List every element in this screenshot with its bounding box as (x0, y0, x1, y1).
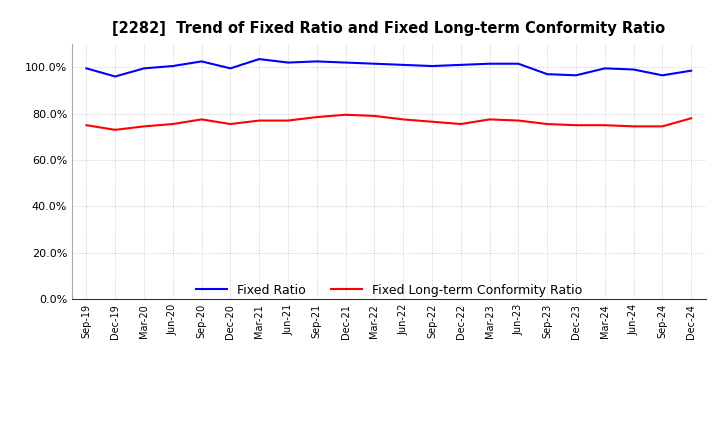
Fixed Long-term Conformity Ratio (399, 117, 408, 122)
Fixed Long-term Conformity Ratio (82, 123, 91, 128)
Fixed Long-term Conformity Ratio (284, 118, 292, 123)
Fixed Ratio (111, 74, 120, 79)
Fixed Ratio (456, 62, 465, 67)
Fixed Ratio (399, 62, 408, 67)
Fixed Long-term Conformity Ratio (197, 117, 206, 122)
Fixed Long-term Conformity Ratio (111, 127, 120, 132)
Fixed Long-term Conformity Ratio (168, 121, 177, 127)
Legend: Fixed Ratio, Fixed Long-term Conformity Ratio: Fixed Ratio, Fixed Long-term Conformity … (191, 279, 587, 302)
Fixed Ratio (284, 60, 292, 65)
Fixed Ratio (312, 59, 321, 64)
Fixed Long-term Conformity Ratio (514, 118, 523, 123)
Fixed Ratio (572, 73, 580, 78)
Fixed Ratio (543, 72, 552, 77)
Fixed Ratio (687, 68, 696, 73)
Fixed Ratio (82, 66, 91, 71)
Fixed Ratio (485, 61, 494, 66)
Fixed Long-term Conformity Ratio (572, 123, 580, 128)
Fixed Long-term Conformity Ratio (600, 123, 609, 128)
Fixed Long-term Conformity Ratio (543, 121, 552, 127)
Fixed Ratio (658, 73, 667, 78)
Fixed Long-term Conformity Ratio (341, 112, 350, 117)
Fixed Ratio (197, 59, 206, 64)
Fixed Long-term Conformity Ratio (370, 113, 379, 118)
Fixed Ratio (341, 60, 350, 65)
Fixed Long-term Conformity Ratio (485, 117, 494, 122)
Line: Fixed Long-term Conformity Ratio: Fixed Long-term Conformity Ratio (86, 115, 691, 130)
Fixed Long-term Conformity Ratio (629, 124, 638, 129)
Fixed Ratio (168, 63, 177, 69)
Fixed Long-term Conformity Ratio (687, 116, 696, 121)
Fixed Ratio (428, 63, 436, 69)
Fixed Ratio (140, 66, 148, 71)
Fixed Long-term Conformity Ratio (312, 114, 321, 120)
Fixed Ratio (629, 67, 638, 72)
Fixed Long-term Conformity Ratio (456, 121, 465, 127)
Fixed Long-term Conformity Ratio (226, 121, 235, 127)
Fixed Long-term Conformity Ratio (140, 124, 148, 129)
Fixed Long-term Conformity Ratio (658, 124, 667, 129)
Fixed Long-term Conformity Ratio (255, 118, 264, 123)
Fixed Ratio (514, 61, 523, 66)
Fixed Ratio (255, 56, 264, 62)
Line: Fixed Ratio: Fixed Ratio (86, 59, 691, 77)
Fixed Ratio (600, 66, 609, 71)
Fixed Ratio (226, 66, 235, 71)
Fixed Long-term Conformity Ratio (428, 119, 436, 125)
Fixed Ratio (370, 61, 379, 66)
Title: [2282]  Trend of Fixed Ratio and Fixed Long-term Conformity Ratio: [2282] Trend of Fixed Ratio and Fixed Lo… (112, 21, 665, 36)
